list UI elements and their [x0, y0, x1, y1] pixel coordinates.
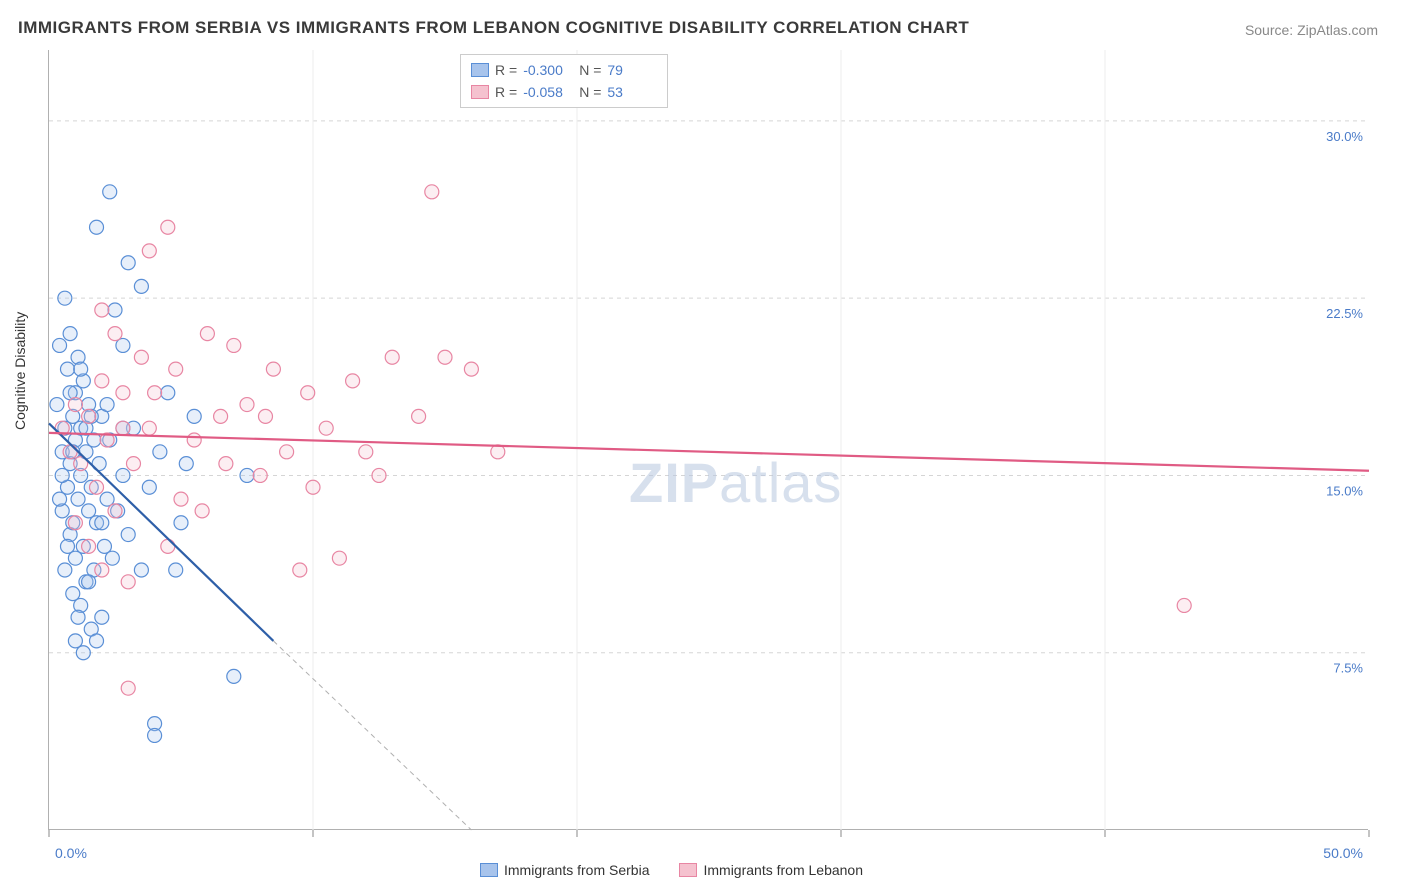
legend-row-serbia: R = -0.300 N = 79	[471, 59, 657, 81]
svg-text:22.5%: 22.5%	[1326, 306, 1363, 321]
correlation-legend: R = -0.300 N = 79 R = -0.058 N = 53	[460, 54, 668, 108]
svg-text:50.0%: 50.0%	[1323, 845, 1363, 861]
n-label: N =	[579, 59, 601, 81]
svg-text:30.0%: 30.0%	[1326, 129, 1363, 144]
swatch-serbia	[471, 63, 489, 77]
legend-item-serbia: Immigrants from Serbia	[480, 862, 649, 878]
chart-title: IMMIGRANTS FROM SERBIA VS IMMIGRANTS FRO…	[18, 18, 969, 38]
legend-label-serbia: Immigrants from Serbia	[504, 862, 649, 878]
legend-item-lebanon: Immigrants from Lebanon	[679, 862, 863, 878]
y-axis-title: Cognitive Disability	[12, 312, 28, 430]
n-value-lebanon: 53	[607, 81, 657, 103]
swatch-serbia	[480, 863, 498, 877]
r-value-serbia: -0.300	[523, 59, 573, 81]
source-label: Source: ZipAtlas.com	[1245, 22, 1378, 38]
series-legend: Immigrants from Serbia Immigrants from L…	[480, 862, 863, 878]
plot-area: 7.5%15.0%22.5%30.0%0.0%50.0% ZIPatlas	[48, 50, 1368, 830]
legend-row-lebanon: R = -0.058 N = 53	[471, 81, 657, 103]
r-label: R =	[495, 81, 517, 103]
swatch-lebanon	[471, 85, 489, 99]
svg-text:15.0%: 15.0%	[1326, 483, 1363, 498]
scatter-svg: 7.5%15.0%22.5%30.0%0.0%50.0%	[49, 50, 1369, 830]
swatch-lebanon	[679, 863, 697, 877]
n-value-serbia: 79	[607, 59, 657, 81]
legend-label-lebanon: Immigrants from Lebanon	[703, 862, 863, 878]
r-label: R =	[495, 59, 517, 81]
svg-text:0.0%: 0.0%	[55, 845, 87, 861]
svg-text:7.5%: 7.5%	[1333, 661, 1363, 676]
r-value-lebanon: -0.058	[523, 81, 573, 103]
n-label: N =	[579, 81, 601, 103]
